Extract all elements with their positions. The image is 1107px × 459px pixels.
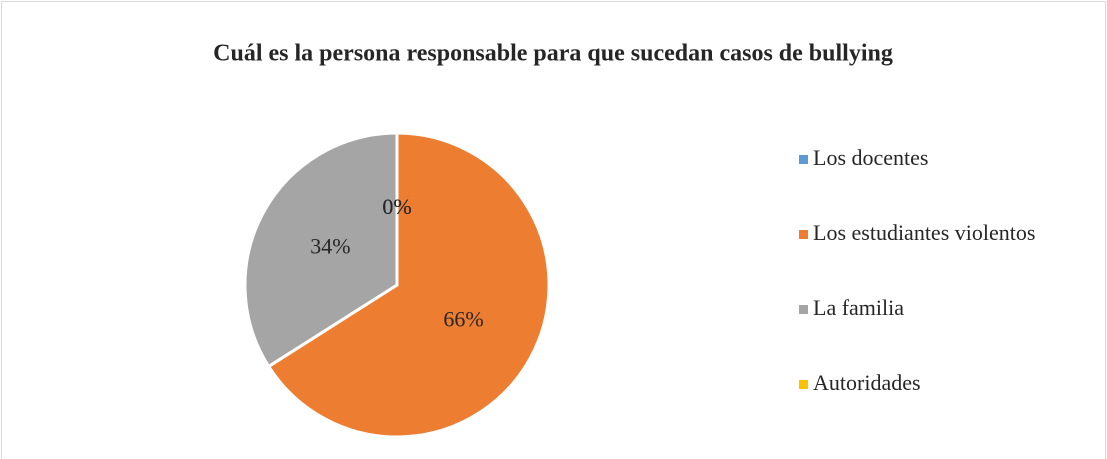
legend-label: Los docentes (813, 145, 928, 170)
pie-slice (267, 131, 551, 439)
legend-label: La familia (813, 295, 904, 320)
pie-slice (243, 131, 399, 368)
data-label: 0% (382, 194, 411, 219)
data-label: 34% (310, 233, 350, 258)
legend-swatch (799, 305, 808, 314)
legend-label: Los estudiantes violentos (813, 220, 1035, 245)
data-label: 66% (443, 307, 483, 332)
chart-title: Cuál es la persona responsable para que … (213, 41, 893, 67)
legend-swatch (799, 380, 808, 389)
legend-swatch (799, 230, 808, 239)
legend-label: Autoridades (813, 370, 921, 395)
data-label: 0% (382, 194, 411, 219)
legend-swatch (799, 155, 808, 164)
